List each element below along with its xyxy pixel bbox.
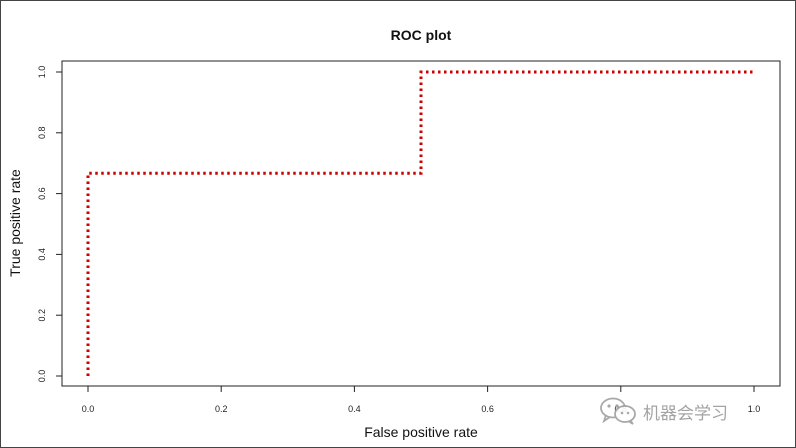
y-tick-label: 0.6 <box>37 187 47 200</box>
chart-title: ROC plot <box>391 27 452 43</box>
wechat-icon <box>600 397 636 425</box>
x-tick-label: 0.0 <box>82 404 95 414</box>
y-tick-label: 0.0 <box>37 370 47 383</box>
y-axis: 0.0 0.2 0.4 0.6 0.8 1.0 <box>37 66 62 383</box>
watermark: 机器会学习 <box>598 396 728 426</box>
x-tick-label: 0.6 <box>481 404 494 414</box>
watermark-text: 机器会学习 <box>643 403 728 424</box>
roc-curve <box>86 70 754 376</box>
x-tick-label: 0.2 <box>215 404 228 414</box>
y-tick-label: 0.4 <box>37 248 47 261</box>
y-tick-label: 1.0 <box>37 66 47 79</box>
x-tick-label: 0.4 <box>348 404 361 414</box>
x-tick-label: 1.0 <box>748 404 761 414</box>
y-tick-label: 0.8 <box>37 127 47 140</box>
y-axis-title: True positive rate <box>7 169 23 277</box>
series-layer <box>86 70 754 376</box>
y-tick-label: 0.2 <box>37 309 47 322</box>
plot-box <box>61 60 781 387</box>
x-axis-title: False positive rate <box>364 424 478 440</box>
